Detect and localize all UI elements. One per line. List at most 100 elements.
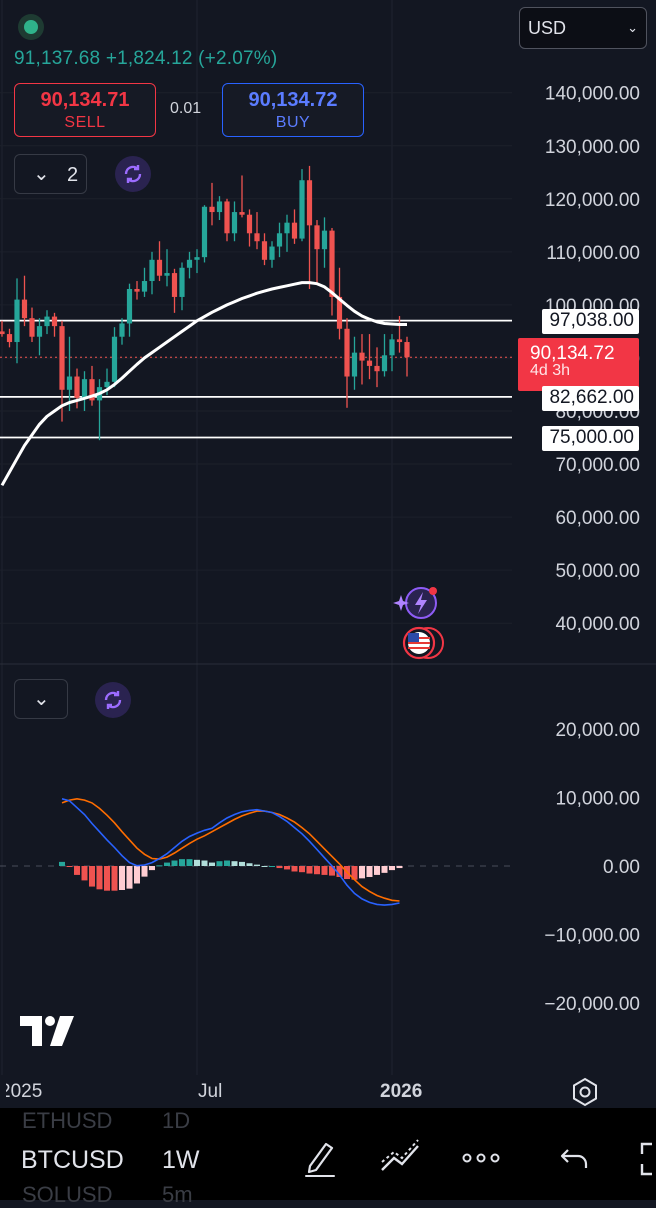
macd-histogram-bar	[179, 859, 185, 866]
macd-histogram-bar	[351, 866, 358, 880]
macd-histogram-bar	[134, 866, 140, 884]
sync-icon[interactable]	[95, 682, 131, 718]
macd-histogram-bar	[329, 866, 335, 876]
macd-histogram-bar	[111, 866, 118, 891]
pencil-icon[interactable]	[302, 1138, 338, 1183]
x-tick-jul: Jul	[198, 1081, 223, 1102]
macd-histogram-bar	[141, 866, 148, 877]
candle-body	[0, 331, 5, 335]
price-change-pct: (+2.07%)	[198, 48, 278, 69]
settings-hexagon-icon[interactable]	[570, 1077, 600, 1112]
sell-button[interactable]: 90,134.71 SELL	[14, 83, 156, 137]
quote-line: 91,137.68 +1,824.12 (+2.07%)	[14, 48, 277, 70]
interval-selector[interactable]: 1W	[162, 1146, 200, 1174]
macd-line	[61, 798, 400, 906]
candle-body	[66, 376, 73, 390]
candle-body	[201, 206, 208, 258]
undo-icon[interactable]	[558, 1138, 592, 1183]
interval-picker-prev[interactable]: 1D	[162, 1108, 191, 1133]
macd-histogram-bar	[374, 866, 380, 875]
buy-button[interactable]: 90,134.72 BUY	[222, 83, 364, 137]
ai-assistant-icon[interactable]	[393, 585, 441, 626]
candle-body	[224, 201, 230, 234]
macd-histogram-bar	[89, 866, 95, 887]
macd-histogram-bar	[59, 861, 65, 866]
candle-body	[149, 259, 155, 282]
macd-histogram-bar	[171, 860, 178, 866]
macd-histogram-bar	[74, 866, 80, 875]
candle-body	[299, 180, 305, 239]
macd-histogram-bar	[194, 859, 200, 866]
candle-body	[321, 230, 328, 250]
more-icon[interactable]	[461, 1138, 501, 1183]
candle-body	[231, 212, 238, 234]
macd-histogram-bar	[321, 866, 328, 875]
hline-label-97038: 97,038.00	[542, 309, 639, 334]
macd-histogram-bar	[164, 862, 170, 866]
candle-body	[336, 296, 343, 329]
candle-body	[51, 316, 58, 327]
indicators-collapse-button[interactable]: ⌄ 2	[14, 154, 87, 194]
sync-icon[interactable]	[115, 156, 151, 192]
symbol-picker-prev[interactable]: ETHUSD	[22, 1108, 113, 1133]
buy-price: 90,134.72	[248, 89, 338, 111]
candle-body	[359, 352, 365, 361]
candle-body	[134, 288, 140, 292]
candle-body	[194, 257, 200, 260]
candle-body	[216, 201, 223, 213]
macd-histogram-bar	[314, 866, 320, 875]
price-axis-label: 140,000.00	[545, 84, 640, 105]
buy-label: BUY	[275, 114, 311, 131]
candle-body	[389, 339, 395, 356]
interval-picker-next[interactable]: 5m	[162, 1182, 193, 1207]
macd-histogram-bar	[284, 866, 290, 870]
candle-body	[374, 365, 380, 372]
macd-histogram-bar	[381, 866, 388, 873]
fullscreen-icon[interactable]	[636, 1138, 656, 1183]
candle-body	[89, 379, 95, 401]
macd-histogram-bar	[81, 866, 88, 881]
candle-body	[291, 222, 298, 239]
macd-axis-label: 20,000.00	[555, 720, 640, 741]
candle-body	[126, 288, 133, 324]
candle-body	[14, 299, 20, 343]
candle-body	[141, 281, 148, 292]
hline-label-82662: 82,662.00	[542, 386, 639, 411]
candle-body	[344, 328, 350, 377]
live-status-icon	[18, 14, 44, 40]
sell-price: 90,134.71	[40, 89, 130, 111]
macd-histogram-bar	[104, 866, 110, 891]
candle-body	[36, 326, 43, 337]
candle-body	[104, 381, 110, 388]
macd-histogram-bar	[216, 861, 223, 866]
candle-body	[269, 246, 275, 260]
macd-histogram-bar	[126, 866, 133, 889]
candle-body	[111, 336, 118, 382]
candle-body	[314, 225, 320, 250]
trend-tool-icon[interactable]	[378, 1138, 422, 1183]
macd-histogram-bar	[306, 866, 313, 874]
macd-histogram-bar	[186, 859, 193, 866]
currency-value: USD	[528, 18, 567, 38]
macd-histogram-bar	[156, 865, 163, 867]
macd-histogram-bar	[299, 866, 305, 873]
macd-histogram-bar	[209, 862, 215, 866]
candle-body	[44, 316, 50, 327]
macd-axis-label: −20,000.00	[544, 994, 640, 1015]
candle-body	[404, 342, 410, 358]
currency-select[interactable]: USD ⌄	[519, 7, 647, 49]
macd-histogram-bar	[261, 866, 268, 867]
symbol-picker-next[interactable]: SOLUSD	[22, 1182, 113, 1207]
macd-collapse-button[interactable]: ⌄	[14, 679, 68, 719]
price-axis-label: 130,000.00	[545, 137, 640, 158]
macd-histogram-bar	[269, 866, 275, 867]
candle-body	[156, 259, 163, 276]
price-axis-label: 60,000.00	[555, 508, 640, 529]
chevron-down-icon: ⌄	[33, 163, 50, 185]
symbol-selector[interactable]: BTCUSD	[21, 1146, 124, 1174]
us-flag-event-icon[interactable]	[400, 625, 448, 666]
candle-body	[74, 376, 80, 398]
candle-body	[306, 180, 313, 226]
candle-body	[171, 273, 178, 297]
